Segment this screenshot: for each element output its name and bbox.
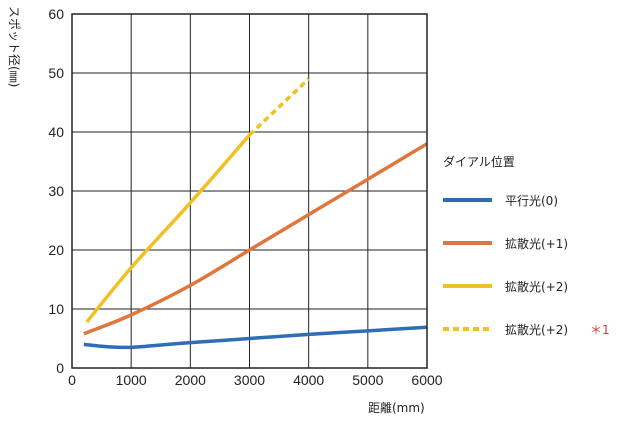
legend-note: ＊1: [590, 323, 610, 337]
y-tick-label: 0: [56, 360, 64, 376]
legend-title: ダイアル位置: [443, 154, 515, 169]
x-tick-label: 4000: [293, 372, 324, 388]
y-axis-label: スポット径(㎜): [7, 6, 21, 87]
series-layer: [83, 77, 428, 350]
legend-label-1: 拡散光(+1): [505, 236, 568, 251]
x-tick-label: 1000: [116, 372, 147, 388]
series-line-2: [85, 133, 251, 324]
x-tick-labels: 0 1000 2000 3000 4000 5000 6000: [68, 372, 443, 388]
series-line-3: [248, 77, 310, 137]
y-tick-label: 60: [48, 6, 64, 22]
x-tick-label: 0: [68, 372, 76, 388]
series-line-1: [83, 142, 428, 336]
x-tick-label: 6000: [411, 372, 442, 388]
y-tick-label: 50: [48, 65, 64, 81]
y-tick-labels: 0 10 20 30 40 50 60: [48, 6, 64, 376]
y-tick-label: 10: [48, 301, 64, 317]
grid: [72, 14, 427, 368]
y-tick-label: 40: [48, 124, 64, 140]
legend-label-3: 拡散光(+2): [505, 322, 568, 337]
legend: 平行光(0) 拡散光(+1) 拡散光(+2) 拡散光(+2) ＊1: [443, 194, 610, 337]
y-tick-label: 20: [48, 242, 64, 258]
y-tick-label: 30: [48, 183, 64, 199]
legend-label-0: 平行光(0): [505, 194, 558, 208]
x-axis-label: 距離(mm): [368, 401, 425, 415]
x-tick-label: 2000: [175, 372, 206, 388]
x-tick-label: 5000: [352, 372, 383, 388]
series-line-0: [83, 325, 428, 350]
x-tick-label: 3000: [234, 372, 265, 388]
legend-label-2: 拡散光(+2): [505, 279, 568, 294]
plot-frame: [71, 13, 428, 369]
